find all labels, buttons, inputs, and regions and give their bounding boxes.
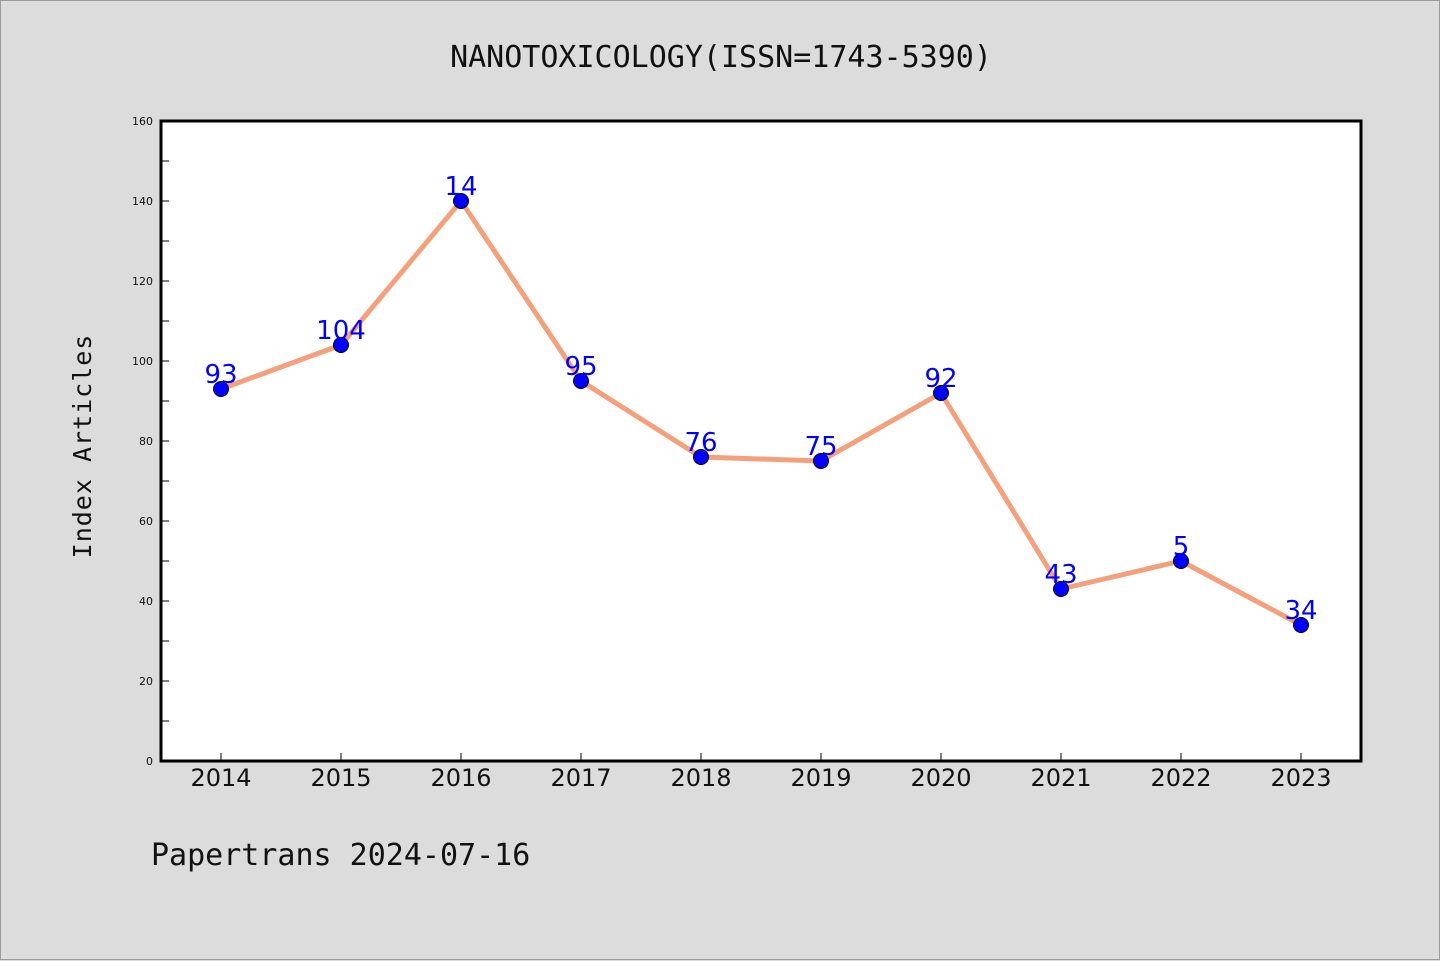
y-tick-label: 140 [132,195,153,208]
y-tick-label: 40 [139,595,153,608]
y-tick-label: 160 [132,115,153,128]
plot-area [161,121,1361,761]
data-point [333,337,349,353]
data-point [1293,617,1309,633]
data-point [813,453,829,469]
data-label: 104 [316,316,366,346]
x-tick-label: 2019 [790,764,851,792]
x-tick-label: 2017 [550,764,611,792]
x-tick-label: 2020 [910,764,971,792]
y-tick-label: 100 [132,355,153,368]
data-label: 14 [444,172,477,202]
x-axis: 2014 2015 2016 2017 2018 2019 2020 2021 2022 2023 [190,753,1332,792]
x-tick-label: 2015 [310,764,371,792]
x-tick-label: 2014 [190,764,251,792]
y-tick-label: 80 [139,435,153,448]
data-label: 76 [684,428,717,458]
data-labels: 93 104 14 95 76 75 92 43 5 34 [204,172,1317,626]
x-tick-label: 2021 [1030,764,1091,792]
y-tick-label: 20 [139,675,153,688]
data-label: 93 [204,360,237,390]
series-line-group [218,198,1304,628]
footer-watermark: Papertrans 2024-07-16 [151,838,530,873]
x-tick-label: 2018 [670,764,731,792]
data-label: 5 [1173,532,1190,562]
data-point [573,373,589,389]
chart-title: NANOTOXICOLOGY(ISSN=1743-5390) [450,40,992,75]
data-label: 75 [804,432,837,462]
data-point [1053,581,1069,597]
data-points [213,193,1309,633]
data-label: 92 [924,364,957,394]
x-tick-label: 2016 [430,764,491,792]
data-label: 95 [564,352,597,382]
y-axis-label: Index Articles [68,334,97,559]
plot-border [159,119,1363,763]
data-label: 34 [1284,596,1317,626]
x-tick-label: 2023 [1270,764,1331,792]
data-point [693,449,709,465]
series-line [218,198,1304,628]
y-tick-label: 60 [139,515,153,528]
data-label: 43 [1044,560,1077,590]
data-point [1173,553,1189,569]
data-point [933,385,949,401]
y-tick-label: 120 [132,275,153,288]
x-tick-label: 2022 [1150,764,1211,792]
y-tick-label: 0 [146,755,153,768]
data-point [213,381,229,397]
data-point [453,193,469,209]
